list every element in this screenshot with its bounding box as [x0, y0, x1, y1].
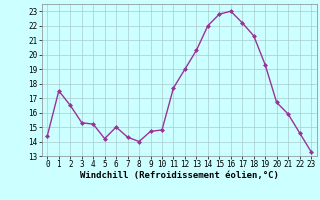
X-axis label: Windchill (Refroidissement éolien,°C): Windchill (Refroidissement éolien,°C) [80, 171, 279, 180]
